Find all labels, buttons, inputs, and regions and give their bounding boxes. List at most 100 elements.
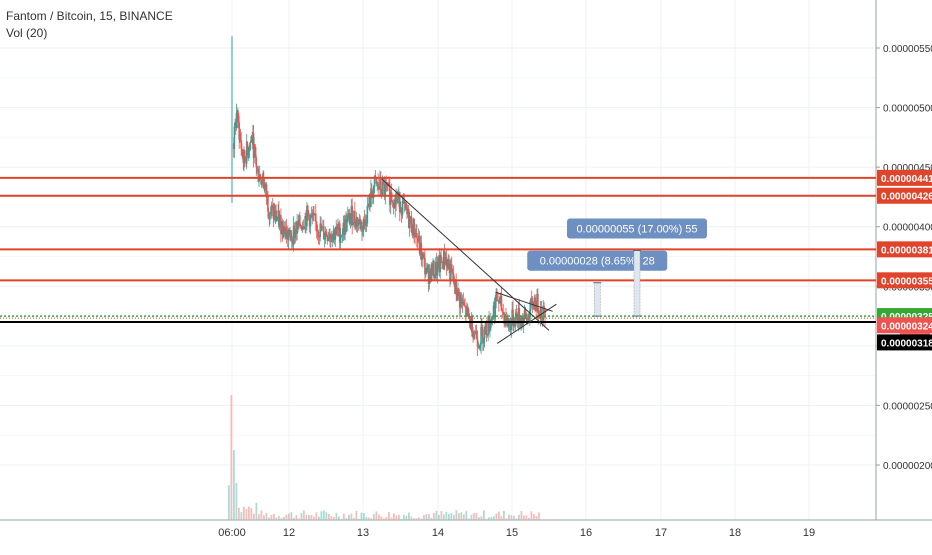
volume-bars xyxy=(228,395,540,520)
candle-body xyxy=(246,141,249,150)
candle-body xyxy=(510,322,513,330)
volume-bar xyxy=(478,517,480,520)
candle-body xyxy=(506,316,508,324)
candle-body xyxy=(308,215,311,227)
price-level-tag xyxy=(877,187,932,204)
candle-body xyxy=(454,279,457,287)
candle-body xyxy=(533,297,536,310)
candle-body xyxy=(241,150,244,159)
candle-body xyxy=(379,179,381,190)
candle-body xyxy=(382,181,385,185)
volume-bar xyxy=(528,517,530,520)
volume-bar xyxy=(453,515,455,520)
candle-body xyxy=(275,210,277,222)
candle-body xyxy=(464,305,466,307)
volume-bar xyxy=(413,518,415,520)
trendline xyxy=(495,291,553,312)
candle-body xyxy=(448,263,450,269)
candle-body xyxy=(455,279,458,295)
candle-body xyxy=(376,182,379,184)
candle-body xyxy=(493,305,496,318)
candle-body xyxy=(258,179,260,182)
candle-body xyxy=(436,262,439,276)
candle-body xyxy=(346,215,349,219)
candle-body xyxy=(425,273,427,275)
volume-bar xyxy=(358,518,360,520)
candle-body xyxy=(434,274,436,278)
volume-bar xyxy=(443,514,445,520)
volume-bar xyxy=(448,514,450,520)
candle-body xyxy=(526,318,529,320)
volume-bar xyxy=(340,518,343,520)
measure-label: 0.00000055 (17.00%) 55 xyxy=(576,224,697,236)
volume-bar xyxy=(373,514,375,520)
candle-body xyxy=(418,235,421,254)
candle-body xyxy=(331,234,334,242)
volume-bar xyxy=(300,512,303,520)
volume-indicator-label: Vol (20) xyxy=(6,26,48,40)
volume-bar xyxy=(278,515,280,520)
x-tick-label: 17 xyxy=(655,527,667,539)
candle-body xyxy=(479,344,481,349)
candle-body xyxy=(399,208,402,213)
candle-body xyxy=(544,308,546,319)
candle-body xyxy=(460,297,463,300)
candle-body xyxy=(435,261,438,276)
candle-body xyxy=(410,216,413,233)
candle-body xyxy=(516,315,519,324)
volume-bar xyxy=(355,510,358,520)
candle-body xyxy=(451,272,454,275)
candle-body xyxy=(481,326,483,330)
candle-body xyxy=(478,346,481,349)
candle-body xyxy=(486,334,489,336)
candle-body xyxy=(514,312,517,326)
volume-bar xyxy=(313,516,315,520)
candle-body xyxy=(314,213,316,215)
candle-body xyxy=(427,265,430,284)
x-tick-label: 18 xyxy=(729,527,741,539)
candle-body xyxy=(322,225,324,228)
candle-body xyxy=(513,320,515,327)
candle-body xyxy=(411,232,414,236)
candle-body xyxy=(490,319,492,329)
measure-label-box xyxy=(567,218,707,239)
candle-body xyxy=(293,225,296,238)
volume-bar xyxy=(268,517,270,520)
candle-body xyxy=(287,235,290,240)
candle-body xyxy=(344,219,346,236)
candle-body xyxy=(524,309,527,314)
candle-body xyxy=(372,186,375,199)
candle-body xyxy=(380,191,383,195)
volume-bar xyxy=(425,514,428,520)
volume-bar xyxy=(263,515,265,520)
candle-body xyxy=(367,205,370,207)
candle-body xyxy=(362,227,364,232)
candle-body xyxy=(320,223,322,231)
y-tick-label: 0.00000200 xyxy=(883,461,932,472)
volume-bar xyxy=(230,395,233,520)
candle-body xyxy=(514,320,516,326)
candle-body xyxy=(238,122,240,140)
candle-body xyxy=(541,317,544,321)
volume-bar xyxy=(308,515,310,520)
candle-body xyxy=(415,233,417,237)
candle-body xyxy=(404,202,406,204)
candle-body xyxy=(253,144,256,159)
volume-bar xyxy=(390,517,393,520)
volume-bar xyxy=(353,517,355,520)
volume-bar xyxy=(463,514,465,520)
candle-body xyxy=(401,201,404,216)
candle-body xyxy=(395,195,397,203)
candle-body xyxy=(329,234,331,239)
candle-body xyxy=(407,209,410,229)
x-tick-label: 13 xyxy=(357,527,369,539)
candle-body xyxy=(364,221,367,226)
candle-body xyxy=(494,301,497,318)
candle-body xyxy=(375,178,378,184)
volume-bar xyxy=(233,450,235,520)
candle-body xyxy=(368,195,370,207)
candle-body xyxy=(276,219,279,220)
volume-bar xyxy=(260,510,263,520)
candle-body xyxy=(324,231,327,237)
